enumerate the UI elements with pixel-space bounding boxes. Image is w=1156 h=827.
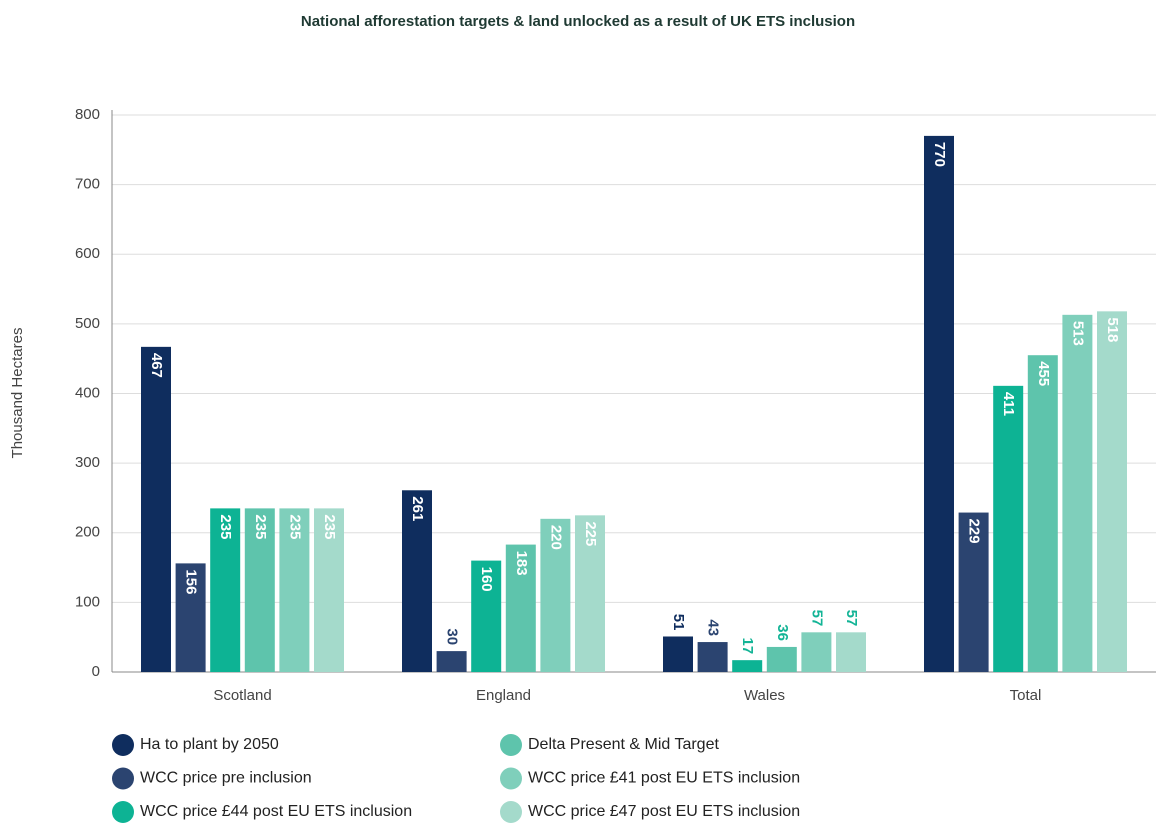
bar xyxy=(836,632,866,672)
x-tick-label: Scotland xyxy=(213,687,271,704)
bar xyxy=(924,135,954,672)
bar xyxy=(801,632,832,672)
data-label: 160 xyxy=(478,567,495,592)
bar xyxy=(244,508,275,672)
data-label: 455 xyxy=(1035,361,1052,386)
legend-swatch xyxy=(112,767,134,790)
bar xyxy=(766,646,797,672)
y-tick-label: 300 xyxy=(75,454,100,471)
bar xyxy=(663,636,693,672)
legend-label: WCC price pre inclusion xyxy=(140,770,312,787)
bar xyxy=(1027,355,1058,672)
legend-label: Ha to plant by 2050 xyxy=(140,736,279,753)
bar xyxy=(1062,314,1093,672)
data-label: 229 xyxy=(966,519,983,544)
bar xyxy=(540,518,571,672)
bar xyxy=(210,508,241,672)
data-label: 30 xyxy=(444,628,461,645)
data-label: 770 xyxy=(931,142,948,167)
data-label: 411 xyxy=(1000,392,1017,416)
bar xyxy=(697,642,728,672)
bar xyxy=(732,660,763,672)
data-label: 51 xyxy=(670,614,687,631)
legend-swatch xyxy=(112,801,134,823)
y-tick-label: 800 xyxy=(75,106,100,123)
legend-swatch xyxy=(500,734,522,756)
data-label: 235 xyxy=(286,514,303,539)
bar xyxy=(575,515,605,672)
legend-label: Delta Present & Mid Target xyxy=(528,736,719,753)
data-label: 57 xyxy=(808,610,825,627)
data-label: 518 xyxy=(1104,317,1121,342)
data-label: 235 xyxy=(252,514,269,539)
y-tick-label: 600 xyxy=(75,245,100,262)
data-label: 43 xyxy=(705,619,722,636)
bar xyxy=(1097,311,1127,672)
bar xyxy=(471,560,502,672)
legend-label: WCC price £47 post EU ETS inclusion xyxy=(528,803,800,820)
bar xyxy=(141,346,171,672)
y-tick-label: 700 xyxy=(75,176,100,193)
chart-title: National afforestation targets & land un… xyxy=(301,13,855,30)
bar xyxy=(436,651,467,672)
legend-swatch xyxy=(500,801,522,823)
bar xyxy=(279,508,310,672)
bar xyxy=(175,563,206,672)
data-label: 225 xyxy=(582,521,599,546)
bar xyxy=(993,385,1024,672)
data-label: 183 xyxy=(513,551,530,576)
data-label: 235 xyxy=(321,514,338,539)
y-tick-label: 400 xyxy=(75,384,100,401)
legend-swatch xyxy=(112,734,134,756)
bar xyxy=(314,508,344,672)
y-tick-label: 100 xyxy=(75,593,100,610)
legend-label: WCC price £41 post EU ETS inclusion xyxy=(528,770,800,787)
data-label: 261 xyxy=(409,496,426,521)
data-label: 513 xyxy=(1069,321,1086,346)
y-tick-label: 500 xyxy=(75,315,100,332)
data-label: 235 xyxy=(217,514,234,539)
y-tick-label: 200 xyxy=(75,524,100,541)
data-label: 17 xyxy=(739,637,756,654)
data-label: 36 xyxy=(774,624,791,641)
data-label: 220 xyxy=(547,525,564,550)
data-label: 57 xyxy=(843,610,860,627)
data-label: 156 xyxy=(183,569,200,594)
data-label: 467 xyxy=(148,353,165,378)
bar xyxy=(958,512,989,672)
bar xyxy=(505,544,536,672)
bar xyxy=(402,490,432,672)
x-tick-label: Wales xyxy=(744,687,785,704)
legend-label: WCC price £44 post EU ETS inclusion xyxy=(140,803,412,820)
x-tick-label: Total xyxy=(1010,687,1042,704)
x-tick-label: England xyxy=(476,687,531,704)
y-axis-label: Thousand Hectares xyxy=(9,328,26,459)
legend-swatch xyxy=(500,767,522,790)
y-tick-label: 0 xyxy=(92,663,100,680)
